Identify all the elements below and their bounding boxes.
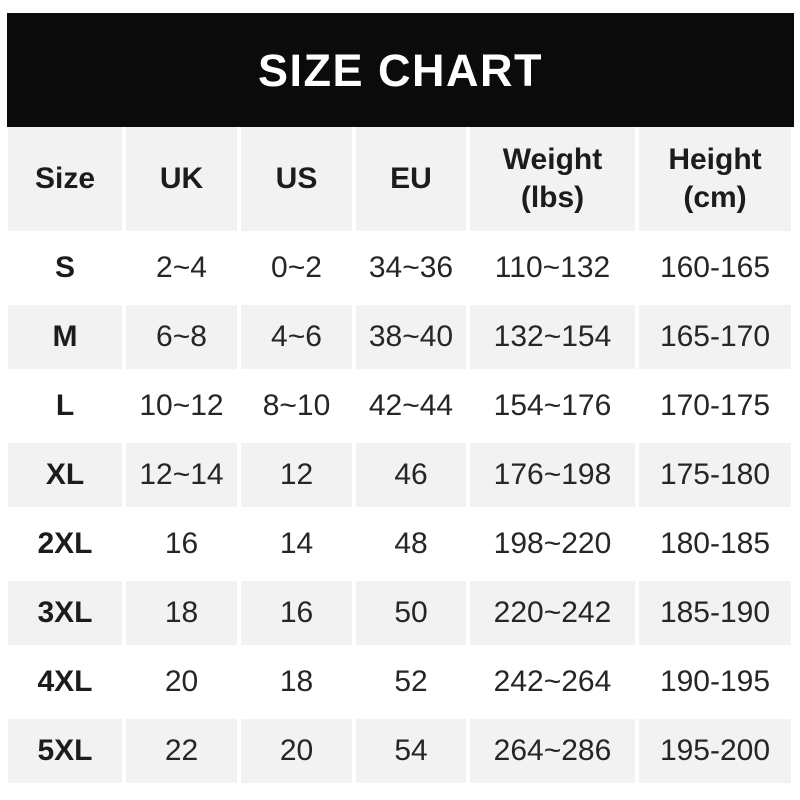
weight-cell: 242~264 — [470, 650, 635, 714]
us-cell: 4~6 — [241, 305, 352, 369]
size-cell: 4XL — [8, 650, 122, 714]
height-cell: 180-185 — [639, 512, 791, 576]
size-cell: 5XL — [8, 719, 122, 783]
eu-cell: 54 — [356, 719, 466, 783]
uk-cell: 20 — [126, 650, 237, 714]
table-row-4xl: 4XL 20 18 52 242~264 190-195 — [8, 650, 791, 714]
weight-cell: 198~220 — [470, 512, 635, 576]
weight-cell: 154~176 — [470, 374, 635, 438]
header-cell-eu: EU — [356, 127, 466, 231]
table-row-3xl: 3XL 18 16 50 220~242 185-190 — [8, 581, 791, 645]
size-cell: L — [8, 374, 122, 438]
table-row-l: L 10~12 8~10 42~44 154~176 170-175 — [8, 374, 791, 438]
us-cell: 14 — [241, 512, 352, 576]
header-cell-us: US — [241, 127, 352, 231]
weight-cell: 176~198 — [470, 443, 635, 507]
height-cell: 185-190 — [639, 581, 791, 645]
eu-cell: 50 — [356, 581, 466, 645]
height-cell: 170-175 — [639, 374, 791, 438]
uk-cell: 2~4 — [126, 236, 237, 300]
us-cell: 8~10 — [241, 374, 352, 438]
table-row-2xl: 2XL 16 14 48 198~220 180-185 — [8, 512, 791, 576]
height-cell: 175-180 — [639, 443, 791, 507]
uk-cell: 12~14 — [126, 443, 237, 507]
eu-cell: 52 — [356, 650, 466, 714]
size-chart-table: Size UK US EU Weight (lbs) Height (cm) S… — [4, 122, 795, 788]
uk-cell: 22 — [126, 719, 237, 783]
height-cell: 190-195 — [639, 650, 791, 714]
eu-cell: 34~36 — [356, 236, 466, 300]
weight-cell: 220~242 — [470, 581, 635, 645]
uk-cell: 18 — [126, 581, 237, 645]
size-cell: 2XL — [8, 512, 122, 576]
header-cell-weight: Weight (lbs) — [470, 127, 635, 231]
table-row-m: M 6~8 4~6 38~40 132~154 165-170 — [8, 305, 791, 369]
eu-cell: 48 — [356, 512, 466, 576]
size-cell: S — [8, 236, 122, 300]
us-cell: 12 — [241, 443, 352, 507]
uk-cell: 16 — [126, 512, 237, 576]
table-row-5xl: 5XL 22 20 54 264~286 195-200 — [8, 719, 791, 783]
table-row-s: S 2~4 0~2 34~36 110~132 160-165 — [8, 236, 791, 300]
height-cell: 160-165 — [639, 236, 791, 300]
weight-cell: 264~286 — [470, 719, 635, 783]
height-cell: 165-170 — [639, 305, 791, 369]
header-cell-uk: UK — [126, 127, 237, 231]
header-cell-size: Size — [8, 127, 122, 231]
uk-cell: 6~8 — [126, 305, 237, 369]
size-cell: M — [8, 305, 122, 369]
weight-cell: 132~154 — [470, 305, 635, 369]
table-row-xl: XL 12~14 12 46 176~198 175-180 — [8, 443, 791, 507]
eu-cell: 46 — [356, 443, 466, 507]
height-cell: 195-200 — [639, 719, 791, 783]
us-cell: 20 — [241, 719, 352, 783]
table-header-row: Size UK US EU Weight (lbs) Height (cm) — [8, 127, 791, 231]
size-cell: 3XL — [8, 581, 122, 645]
eu-cell: 42~44 — [356, 374, 466, 438]
uk-cell: 10~12 — [126, 374, 237, 438]
size-cell: XL — [8, 443, 122, 507]
us-cell: 0~2 — [241, 236, 352, 300]
page-title: SIZE CHART — [258, 44, 543, 96]
us-cell: 16 — [241, 581, 352, 645]
us-cell: 18 — [241, 650, 352, 714]
header-cell-height: Height (cm) — [639, 127, 791, 231]
eu-cell: 38~40 — [356, 305, 466, 369]
size-chart-banner: SIZE CHART — [7, 13, 794, 127]
weight-cell: 110~132 — [470, 236, 635, 300]
